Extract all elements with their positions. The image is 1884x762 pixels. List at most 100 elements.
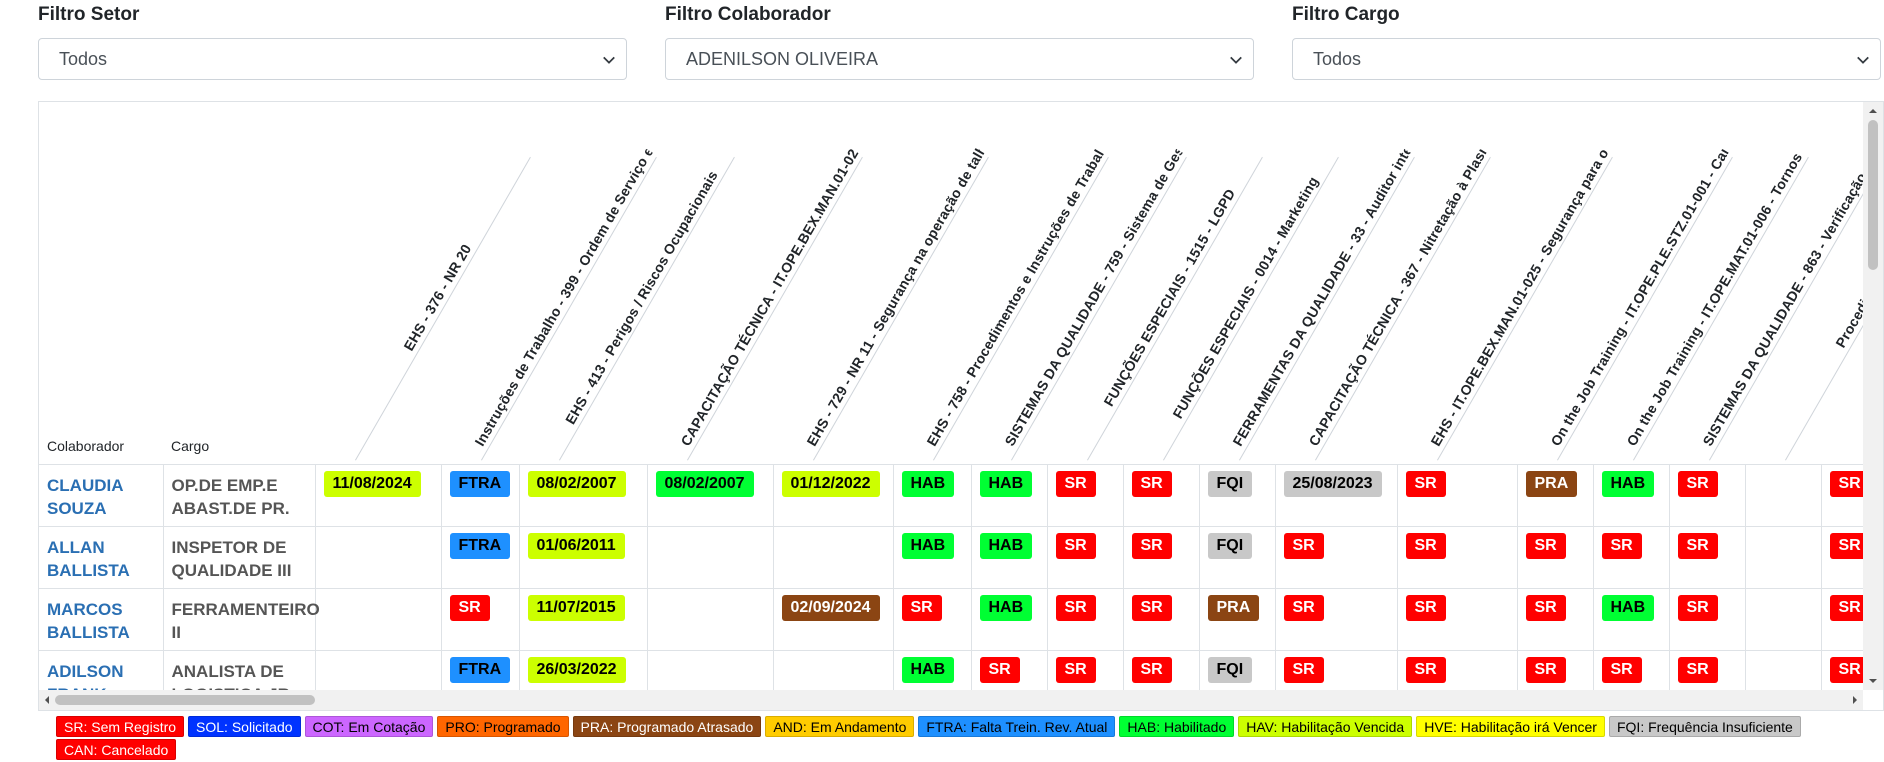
status-cell[interactable]: SR: [893, 587, 972, 650]
status-cell[interactable]: SR: [1821, 463, 1863, 526]
status-cell[interactable]: SR: [1397, 463, 1518, 526]
status-cell[interactable]: [315, 587, 442, 650]
status-cell[interactable]: SR: [1275, 649, 1398, 690]
filter-colaborador-select[interactable]: ADENILSON OLIVEIRA: [665, 38, 1254, 80]
status-badge[interactable]: 25/08/2023: [1283, 470, 1382, 497]
status-cell[interactable]: HAB: [971, 463, 1048, 526]
status-cell[interactable]: HAB: [893, 525, 972, 588]
status-badge[interactable]: SR: [1677, 594, 1718, 621]
status-cell[interactable]: SR: [1669, 587, 1746, 650]
status-badge[interactable]: 08/02/2007: [655, 470, 754, 497]
status-badge[interactable]: 08/02/2007: [527, 470, 626, 497]
status-cell[interactable]: SR: [1397, 525, 1518, 588]
status-cell[interactable]: 11/07/2015: [519, 587, 648, 650]
status-cell[interactable]: FQI: [1199, 649, 1276, 690]
status-badge[interactable]: FQI: [1207, 656, 1253, 683]
status-cell[interactable]: FQI: [1199, 463, 1276, 526]
status-cell[interactable]: 08/02/2007: [647, 463, 774, 526]
status-cell[interactable]: [773, 525, 894, 588]
status-badge[interactable]: SR: [1055, 532, 1096, 559]
status-badge[interactable]: SR: [1283, 594, 1324, 621]
status-badge[interactable]: SR: [449, 594, 490, 621]
status-cell[interactable]: SR: [971, 649, 1048, 690]
status-cell[interactable]: SR: [1047, 525, 1124, 588]
status-badge[interactable]: 11/08/2024: [323, 470, 421, 497]
status-cell[interactable]: [1745, 463, 1822, 526]
status-badge[interactable]: PRA: [1525, 470, 1578, 497]
status-cell[interactable]: [1745, 587, 1822, 650]
status-badge[interactable]: SR: [1405, 470, 1446, 497]
status-cell[interactable]: SR: [1821, 525, 1863, 588]
vertical-scrollbar[interactable]: [1863, 102, 1883, 690]
status-badge[interactable]: HAB: [1601, 594, 1655, 621]
collaborator-name-link[interactable]: MARCOS BALLISTA: [39, 587, 164, 650]
status-cell[interactable]: 11/08/2024: [315, 463, 442, 526]
status-cell[interactable]: SR: [1123, 525, 1200, 588]
status-badge[interactable]: SR: [1601, 532, 1642, 559]
status-cell[interactable]: HAB: [971, 587, 1048, 650]
status-cell[interactable]: 26/03/2022: [519, 649, 648, 690]
status-badge[interactable]: SR: [979, 656, 1020, 683]
training-matrix-viewport[interactable]: Colaborador Cargo EHS - 376 - NR 20 Instr…: [39, 102, 1863, 690]
collaborator-name-link[interactable]: ALLAN BALLISTA: [39, 525, 164, 588]
status-cell[interactable]: SR: [1275, 525, 1398, 588]
status-cell[interactable]: 01/06/2011: [519, 525, 648, 588]
status-badge[interactable]: PRA: [1207, 594, 1260, 621]
status-cell[interactable]: HAB: [1593, 463, 1670, 526]
status-badge[interactable]: SR: [1525, 656, 1566, 683]
status-badge[interactable]: FTRA: [449, 656, 511, 683]
status-badge[interactable]: HAB: [1601, 470, 1655, 497]
status-badge[interactable]: SR: [1525, 594, 1566, 621]
status-cell[interactable]: PRA: [1199, 587, 1276, 650]
collaborator-name-link[interactable]: ADILSON FRANK: [39, 649, 164, 690]
status-badge[interactable]: HAB: [979, 594, 1033, 621]
status-badge[interactable]: SR: [1131, 532, 1172, 559]
status-badge[interactable]: SR: [1829, 470, 1863, 497]
status-cell[interactable]: SR: [1397, 587, 1518, 650]
scroll-down-icon[interactable]: [1868, 676, 1878, 686]
status-badge[interactable]: SR: [1131, 656, 1172, 683]
status-badge[interactable]: SR: [1283, 532, 1324, 559]
status-cell[interactable]: [1745, 525, 1822, 588]
status-cell[interactable]: SR: [1123, 463, 1200, 526]
horizontal-scroll-thumb[interactable]: [55, 695, 315, 705]
status-badge[interactable]: SR: [901, 594, 942, 621]
status-cell[interactable]: SR: [1123, 649, 1200, 690]
status-cell[interactable]: SR: [1593, 649, 1670, 690]
status-cell[interactable]: SR: [441, 587, 520, 650]
scroll-left-icon[interactable]: [42, 695, 52, 705]
status-cell[interactable]: [647, 587, 774, 650]
status-badge[interactable]: FQI: [1207, 532, 1253, 559]
status-cell[interactable]: SR: [1047, 649, 1124, 690]
status-cell[interactable]: PRA: [1517, 463, 1594, 526]
status-cell[interactable]: SR: [1517, 587, 1594, 650]
status-badge[interactable]: SR: [1677, 470, 1718, 497]
status-cell[interactable]: SR: [1517, 649, 1594, 690]
status-cell[interactable]: 02/09/2024: [773, 587, 894, 650]
status-badge[interactable]: FQI: [1207, 470, 1253, 497]
status-cell[interactable]: SR: [1517, 525, 1594, 588]
status-cell[interactable]: SR: [1821, 649, 1863, 690]
status-badge[interactable]: SR: [1405, 594, 1446, 621]
status-cell[interactable]: [647, 525, 774, 588]
status-badge[interactable]: SR: [1829, 656, 1863, 683]
status-cell[interactable]: FTRA: [441, 463, 520, 526]
status-badge[interactable]: SR: [1601, 656, 1642, 683]
status-cell[interactable]: HAB: [893, 463, 972, 526]
status-cell[interactable]: 08/02/2007: [519, 463, 648, 526]
status-cell[interactable]: SR: [1123, 587, 1200, 650]
status-badge[interactable]: SR: [1829, 594, 1863, 621]
status-cell[interactable]: 25/08/2023: [1275, 463, 1398, 526]
status-cell[interactable]: SR: [1669, 463, 1746, 526]
status-badge[interactable]: 01/12/2022: [781, 470, 880, 497]
status-badge[interactable]: HAB: [901, 532, 955, 559]
status-cell[interactable]: HAB: [971, 525, 1048, 588]
status-cell[interactable]: HAB: [893, 649, 972, 690]
status-badge[interactable]: SR: [1525, 532, 1566, 559]
status-cell[interactable]: [1745, 649, 1822, 690]
filter-cargo-select[interactable]: Todos: [1292, 38, 1881, 80]
status-badge[interactable]: HAB: [901, 470, 955, 497]
status-cell[interactable]: [315, 525, 442, 588]
status-badge[interactable]: SR: [1055, 656, 1096, 683]
filter-setor-select[interactable]: Todos: [38, 38, 627, 80]
